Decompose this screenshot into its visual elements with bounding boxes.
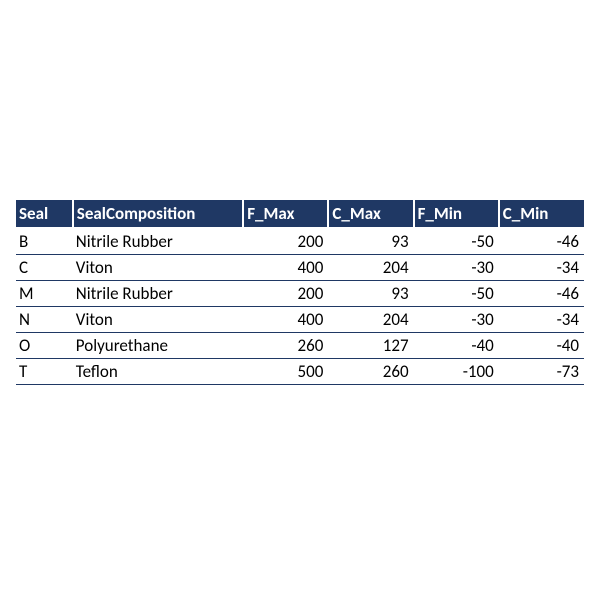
seal-table: SealSealCompositionF_MaxC_MaxF_MinC_Min … <box>16 200 584 385</box>
cell-cmax: 93 <box>328 228 413 255</box>
table-row: CViton400204-30-34 <box>16 255 584 281</box>
cell-comp: Teflon <box>73 359 243 385</box>
cell-fmax: 400 <box>243 255 328 281</box>
cell-cmax: 260 <box>328 359 413 385</box>
cell-cmin: -34 <box>499 307 584 333</box>
cell-comp: Viton <box>73 307 243 333</box>
cell-cmax: 204 <box>328 255 413 281</box>
table-head: SealSealCompositionF_MaxC_MaxF_MinC_Min <box>16 200 584 228</box>
cell-fmax: 200 <box>243 228 328 255</box>
cell-fmin: -50 <box>414 281 499 307</box>
table-row: TTeflon500260-100-73 <box>16 359 584 385</box>
col-header-fmin: F_Min <box>414 200 499 228</box>
col-header-fmax: F_Max <box>243 200 328 228</box>
cell-fmin: -40 <box>414 333 499 359</box>
col-header-cmax: C_Max <box>328 200 413 228</box>
cell-cmax: 127 <box>328 333 413 359</box>
table-row: NViton400204-30-34 <box>16 307 584 333</box>
cell-cmin: -73 <box>499 359 584 385</box>
cell-comp: Nitrile Rubber <box>73 228 243 255</box>
table-row: OPolyurethane260127-40-40 <box>16 333 584 359</box>
header-row: SealSealCompositionF_MaxC_MaxF_MinC_Min <box>16 200 584 228</box>
cell-cmin: -40 <box>499 333 584 359</box>
table-row: BNitrile Rubber20093-50-46 <box>16 228 584 255</box>
cell-comp: Polyurethane <box>73 333 243 359</box>
cell-seal: C <box>16 255 73 281</box>
cell-cmax: 204 <box>328 307 413 333</box>
cell-cmin: -34 <box>499 255 584 281</box>
cell-fmax: 400 <box>243 307 328 333</box>
cell-comp: Nitrile Rubber <box>73 281 243 307</box>
table-row: MNitrile Rubber20093-50-46 <box>16 281 584 307</box>
cell-fmax: 260 <box>243 333 328 359</box>
col-header-comp: SealComposition <box>73 200 243 228</box>
seal-table-container: SealSealCompositionF_MaxC_MaxF_MinC_Min … <box>16 200 584 385</box>
cell-cmin: -46 <box>499 228 584 255</box>
cell-seal: O <box>16 333 73 359</box>
cell-seal: B <box>16 228 73 255</box>
cell-comp: Viton <box>73 255 243 281</box>
cell-seal: N <box>16 307 73 333</box>
cell-fmax: 200 <box>243 281 328 307</box>
col-header-cmin: C_Min <box>499 200 584 228</box>
cell-cmax: 93 <box>328 281 413 307</box>
cell-cmin: -46 <box>499 281 584 307</box>
col-header-seal: Seal <box>16 200 73 228</box>
cell-fmin: -100 <box>414 359 499 385</box>
cell-fmin: -30 <box>414 255 499 281</box>
cell-seal: T <box>16 359 73 385</box>
cell-fmin: -30 <box>414 307 499 333</box>
cell-fmin: -50 <box>414 228 499 255</box>
table-body: BNitrile Rubber20093-50-46CViton400204-3… <box>16 228 584 385</box>
cell-fmax: 500 <box>243 359 328 385</box>
cell-seal: M <box>16 281 73 307</box>
